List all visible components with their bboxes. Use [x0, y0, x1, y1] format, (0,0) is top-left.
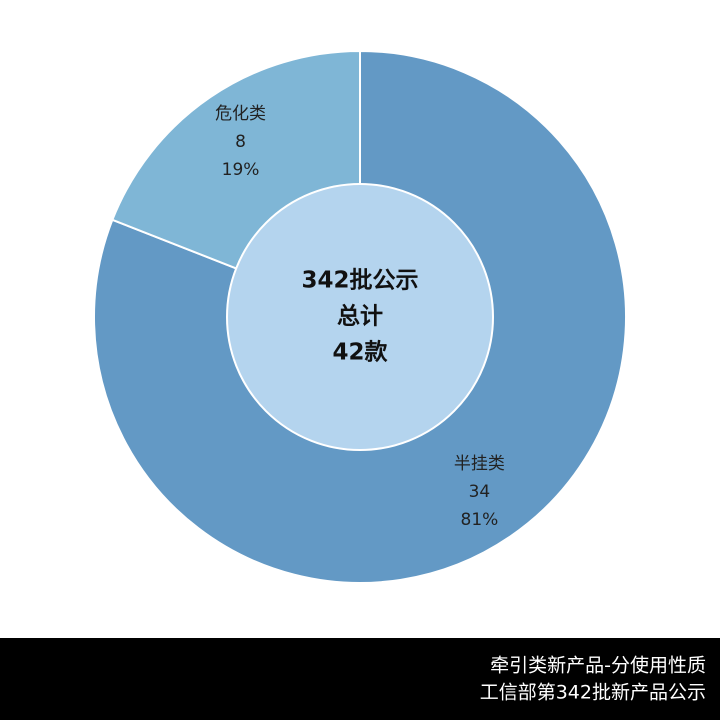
value-label: 34: [469, 482, 491, 502]
center-text: 342批公示: [301, 268, 418, 294]
slice-label: 半挂类: [454, 454, 505, 474]
footer-line: 工信部第342批新产品公示: [480, 682, 706, 704]
value-label: 8: [235, 132, 246, 152]
footer-line: 牵引类新产品-分使用性质: [490, 655, 706, 677]
slice-label: 危化类: [215, 104, 266, 124]
percent-label: 81%: [461, 510, 499, 530]
footer-band: [0, 638, 720, 720]
center-text: 总计: [337, 303, 383, 330]
percent-label: 19%: [222, 160, 260, 180]
center-circle: [226, 183, 494, 451]
center-text: 42款: [332, 339, 388, 366]
